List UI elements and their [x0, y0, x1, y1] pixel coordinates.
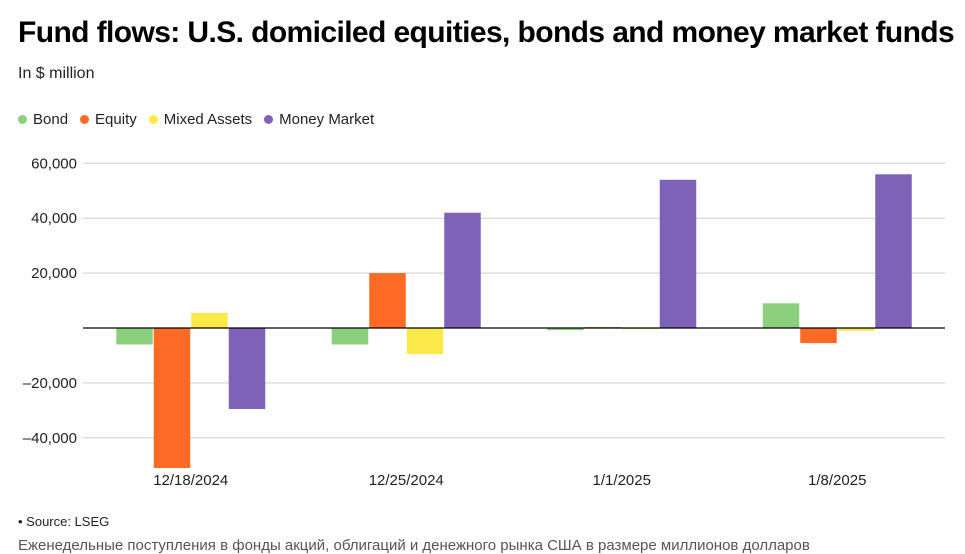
bar-equity [369, 273, 406, 328]
x-tick-label: 12/18/2024 [153, 472, 228, 489]
legend-item-equity: Equity [80, 111, 137, 128]
legend-label-bond: Bond [33, 111, 69, 128]
legend-item-money-market: Money Market [264, 111, 374, 128]
bar-mixed-assets [837, 328, 875, 331]
y-tick-label: 40,000 [31, 210, 77, 227]
bar-equity [800, 328, 837, 344]
caption-text: Еженедельные поступления в фонды акций, … [18, 537, 810, 554]
bar-bond [762, 303, 800, 328]
legend-swatch-mixed-assets [148, 115, 158, 124]
y-tick-label: –40,000 [23, 430, 77, 447]
bar-equity [153, 328, 191, 468]
legend-label-money-market: Money Market [279, 111, 375, 128]
legend-label-mixed-assets: Mixed Assets [163, 111, 253, 128]
bar-money-market [444, 212, 481, 328]
bar-bond [547, 328, 584, 331]
bar-money-market [228, 328, 266, 409]
y-tick-label: 60,000 [31, 155, 77, 172]
x-tick-label: 12/25/2024 [369, 472, 444, 489]
legend-swatch-bond [18, 115, 27, 124]
y-tick-label: 20,000 [31, 265, 77, 282]
page-title: Fund flows: U.S. domiciled equities, bon… [18, 16, 955, 49]
bar-mixed-assets [406, 328, 444, 355]
x-tick-label: 1/8/2025 [808, 472, 866, 489]
bar-money-market [659, 179, 697, 328]
legend-swatch-equity [80, 115, 90, 124]
bar-mixed-assets [191, 312, 228, 328]
legend-item-mixed-assets: Mixed Assets [148, 111, 253, 128]
legend-swatch-money-market [264, 115, 274, 124]
legend: Bond Equity Mixed Assets Money Market [18, 111, 374, 128]
legend-label-equity: Equity [95, 111, 137, 128]
bar-bond [331, 328, 369, 345]
bar-money-market [875, 174, 912, 328]
chart-subtitle: In $ million [18, 65, 95, 82]
y-tick-label: –20,000 [23, 375, 77, 392]
legend-item-bond: Bond [18, 111, 68, 128]
x-tick-label: 1/1/2025 [593, 472, 651, 489]
bar-chart: 60,000 40,000 20,000 –20,000 –40,000 12/18/20… [23, 155, 945, 489]
bar-bond [116, 328, 153, 345]
source-note: • Source: LSEG [18, 514, 110, 529]
